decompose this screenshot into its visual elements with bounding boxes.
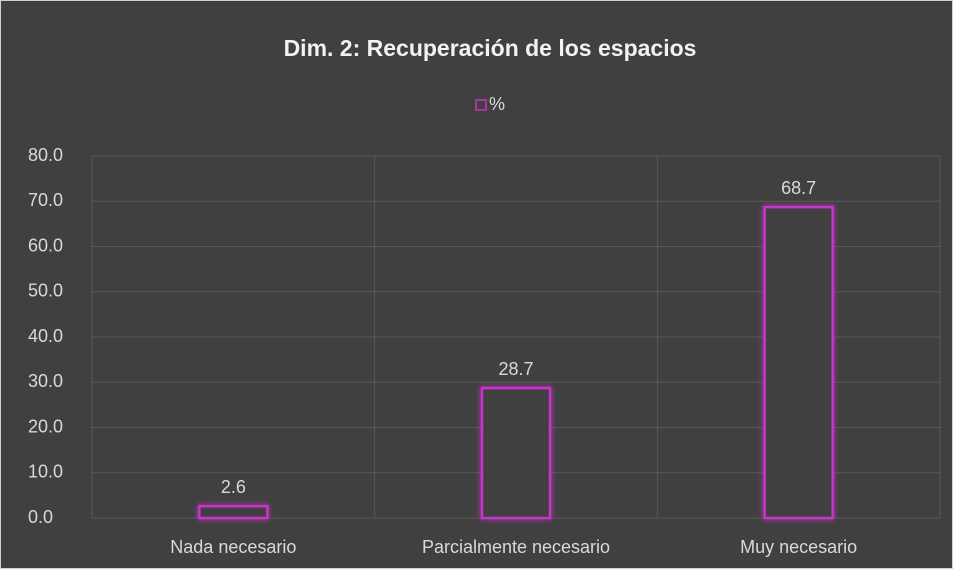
- y-tick-label: 30.0: [28, 371, 63, 391]
- bar: [198, 504, 269, 520]
- x-tick-label: Parcialmente necesario: [422, 537, 610, 557]
- data-label: 2.6: [221, 477, 246, 497]
- bar: [763, 205, 834, 520]
- y-tick-label: 70.0: [28, 190, 63, 210]
- x-tick-label: Nada necesario: [170, 537, 296, 557]
- y-tick-label: 50.0: [28, 281, 63, 301]
- legend-swatch: [475, 99, 487, 111]
- bar: [480, 386, 552, 520]
- chart-title: Dim. 2: Recuperación de los espacios: [284, 35, 697, 61]
- x-tick-label: Muy necesario: [740, 537, 857, 557]
- y-tick-label: 40.0: [28, 326, 63, 346]
- y-tick-label: 60.0: [28, 235, 63, 255]
- legend-label: %: [489, 94, 505, 114]
- data-label: 68.7: [781, 178, 816, 198]
- y-tick-label: 20.0: [28, 416, 63, 436]
- y-tick-label: 80.0: [28, 145, 63, 165]
- y-tick-label: 10.0: [28, 462, 63, 482]
- y-tick-label: 0.0: [28, 507, 53, 527]
- data-label: 28.7: [498, 359, 533, 379]
